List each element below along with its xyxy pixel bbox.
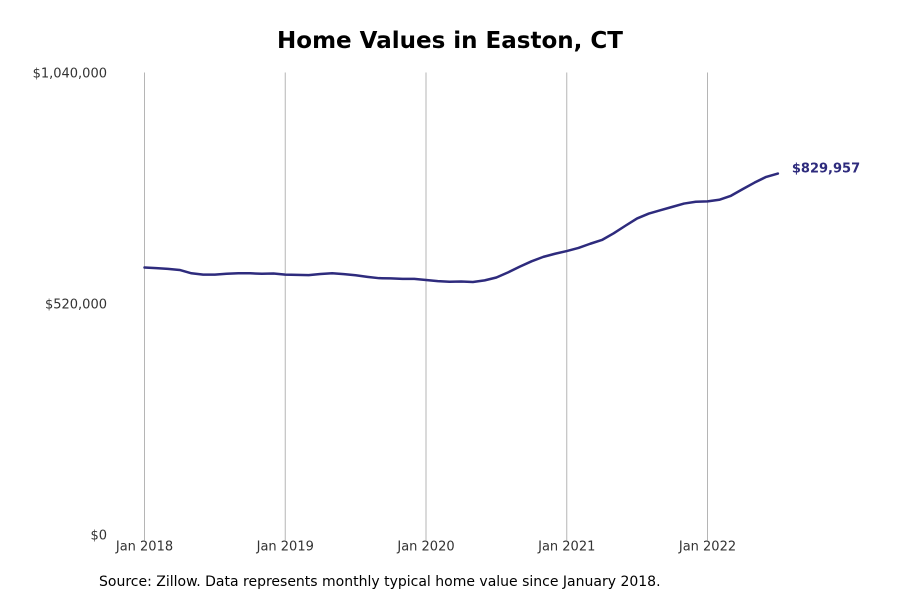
y-tick-label: $0	[90, 529, 107, 544]
gridlines	[144, 72, 708, 541]
x-tick-label: Jan 2018	[115, 540, 173, 555]
y-tick-label: $520,000	[45, 298, 107, 313]
x-tick-label: Jan 2021	[537, 540, 595, 555]
x-tick-label: Jan 2022	[678, 540, 736, 555]
x-tick-label: Jan 2020	[396, 540, 454, 555]
source-note: Source: Zillow. Data represents monthly …	[99, 574, 661, 590]
series: $829,957	[143, 162, 860, 284]
x-tick-label: Jan 2019	[256, 540, 314, 555]
chart-title: Home Values in Easton, CT	[277, 28, 623, 54]
x-axis-tick-labels: Jan 2018 Jan 2019 Jan 2020 Jan 2021 Jan 2022	[115, 540, 736, 555]
series-line	[143, 172, 780, 284]
series-end-value-label: $829,957	[792, 162, 860, 177]
y-tick-label: $1,040,000	[33, 67, 107, 82]
y-axis-tick-labels: $0 $520,000 $1,040,000	[33, 67, 107, 544]
